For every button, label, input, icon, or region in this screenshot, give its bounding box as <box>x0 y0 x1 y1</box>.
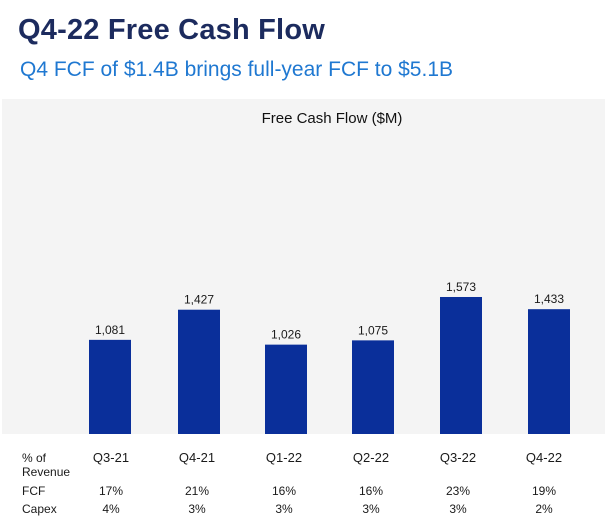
bar-value-label: 1,427 <box>184 293 214 307</box>
page-title: Q4-22 Free Cash Flow <box>18 14 325 46</box>
fcf-row-label: FCF <box>22 484 46 498</box>
capex-pct-cell: 3% <box>188 502 206 516</box>
fcf-pct-cell: 17% <box>98 484 124 498</box>
chart-panel: Free Cash Flow ($M) 1,081 1,427 1,026 1,075 1… <box>2 99 605 434</box>
bar-value-label: 1,433 <box>534 292 564 306</box>
x-tick-label: Q3-22 <box>439 450 477 465</box>
bar-value-label: 1,081 <box>95 323 125 337</box>
chart-title: Free Cash Flow ($M) <box>262 110 403 127</box>
fcf-bar-chart: Free Cash Flow ($M) 1,081 1,427 1,026 1,075 1… <box>89 110 570 434</box>
fcf-pct-cell: 21% <box>184 484 210 498</box>
x-tick-label: Q4-21 <box>178 450 216 465</box>
bar-q4-22 <box>528 309 570 434</box>
capex-pct-cell: 3% <box>449 502 467 516</box>
capex-pct-cell: 3% <box>362 502 380 516</box>
table-header-line2: Revenue <box>22 465 71 479</box>
x-tick-label: Q1-22 <box>265 450 303 465</box>
page-subtitle: Q4 FCF of $1.4B brings full-year FCF to … <box>20 58 454 81</box>
fcf-pct-cell: 19% <box>531 484 557 498</box>
x-tick-label: Q3-21 <box>92 450 130 465</box>
fcf-pct-cell: 16% <box>358 484 384 498</box>
capex-pct-cell: 3% <box>275 502 293 516</box>
revenue-table: % of Revenue FCF Capex Q3-21 Q4-21 Q1-22 Q2… <box>0 434 611 532</box>
table-header-line1: % of <box>22 451 47 465</box>
x-tick-label: Q2-22 <box>352 450 390 465</box>
bar-value-label: 1,573 <box>446 280 476 294</box>
capex-pct-cell: 2% <box>535 502 553 516</box>
fcf-pct-cell: 23% <box>445 484 471 498</box>
bar-q1-22 <box>265 344 307 434</box>
bar-q2-22 <box>352 340 394 434</box>
x-tick-label: Q4-22 <box>525 450 563 465</box>
bar-value-label: 1,075 <box>358 323 388 337</box>
bar-value-label: 1,026 <box>271 328 301 342</box>
bar-q4-21 <box>178 309 220 434</box>
capex-pct-cell: 4% <box>102 502 120 516</box>
capex-row-label: Capex <box>22 502 57 516</box>
bar-q3-21 <box>89 339 131 434</box>
bar-q3-22 <box>440 296 482 434</box>
fcf-pct-cell: 16% <box>271 484 297 498</box>
